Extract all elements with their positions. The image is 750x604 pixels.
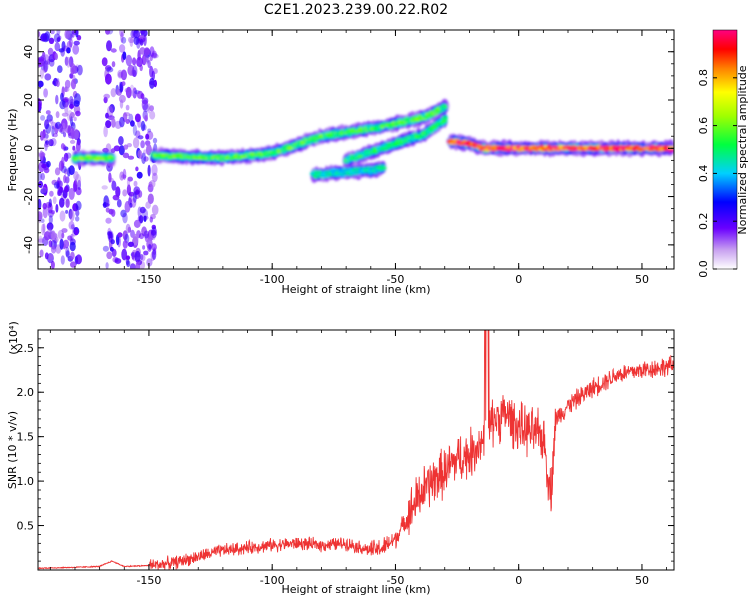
snr-xlabel: Height of straight line (km) <box>281 583 430 596</box>
colorbar-label: Normalized spectral amplitude <box>736 65 749 234</box>
colorbar-axis: 0.0 0.2 0.4 0.6 0.8 <box>697 69 737 278</box>
spectrogram-image <box>38 30 674 269</box>
colorbar-tick-label: 0.0 <box>697 260 710 278</box>
colorbar-tick-label: 0.2 <box>697 212 710 230</box>
colorbar-tick-label: 0.4 <box>697 165 710 183</box>
snr-ytick-label: 2.0 <box>17 386 35 399</box>
spectrogram-xtick-label: -100 <box>260 273 285 286</box>
spectrogram-ytick-label: 40 <box>22 45 35 59</box>
snr-xtick-label: -150 <box>136 574 161 587</box>
snr-ytick-label: 1.0 <box>17 475 35 488</box>
snr-multiplier: (x10⁴) <box>7 321 20 355</box>
snr-ytick-label: 1.5 <box>17 431 35 444</box>
snr-xtick-label: -100 <box>260 574 285 587</box>
spectrogram-ytick-label: -20 <box>22 188 35 206</box>
snr-frame <box>37 329 675 571</box>
spectrogram-axes: -150 -100 -50 0 50 -40 -20 0 20 40 <box>22 30 674 286</box>
snr-plot-area <box>38 330 674 570</box>
spectrogram-xtick-label: -150 <box>136 273 161 286</box>
spectrogram-xtick-label: 50 <box>635 273 649 286</box>
spectrogram-ylabel: Frequency (Hz) <box>6 109 19 192</box>
snr-xtick-label: -50 <box>386 574 404 587</box>
chart-title: C2E1.2023.239.00.22.R02 <box>264 2 448 18</box>
colorbar-tick-label: 0.6 <box>697 117 710 135</box>
spectrogram-xlabel: Height of straight line (km) <box>281 283 430 296</box>
spectrogram-ytick-label: 20 <box>22 93 35 107</box>
spectrogram-xtick-label: 0 <box>515 273 522 286</box>
spectrogram-ridges <box>71 98 674 183</box>
spectrogram-ytick-label: -40 <box>22 236 35 254</box>
snr-axes: -150 -100 -50 0 50 0.5 1.0 1.5 2.0 2.5 <box>17 330 674 587</box>
snr-xtick-label: 50 <box>635 574 649 587</box>
spectrogram-noise <box>38 30 159 269</box>
colorbar-tick-label: 0.8 <box>697 69 710 87</box>
snr-xtick-label: 0 <box>515 574 522 587</box>
snr-ytick-label: 2.5 <box>17 342 35 355</box>
snr-series-line <box>38 330 674 570</box>
spectrogram-ytick-label: 0 <box>22 145 35 152</box>
colorbar <box>712 29 738 270</box>
snr-ylabel: SNR (10 * v/v) <box>6 411 19 489</box>
snr-ytick-label: 0.5 <box>17 520 35 533</box>
spectrogram-xtick-label: -50 <box>386 273 404 286</box>
spectrogram-frame <box>37 29 675 270</box>
